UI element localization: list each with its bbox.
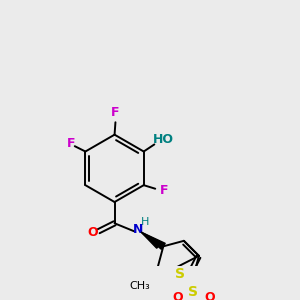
Polygon shape [141,232,161,248]
Text: O: O [87,226,98,238]
Text: O: O [172,291,183,300]
Polygon shape [156,282,173,289]
Text: H: H [140,218,149,227]
Polygon shape [141,232,165,249]
Text: F: F [67,137,76,150]
Text: O: O [204,291,214,300]
Text: N: N [133,223,144,236]
Text: CH₃: CH₃ [129,281,150,291]
Text: S: S [188,285,198,299]
Text: S: S [175,267,185,281]
Text: F: F [111,106,120,119]
Text: F: F [160,184,168,197]
Text: HO: HO [153,134,174,146]
